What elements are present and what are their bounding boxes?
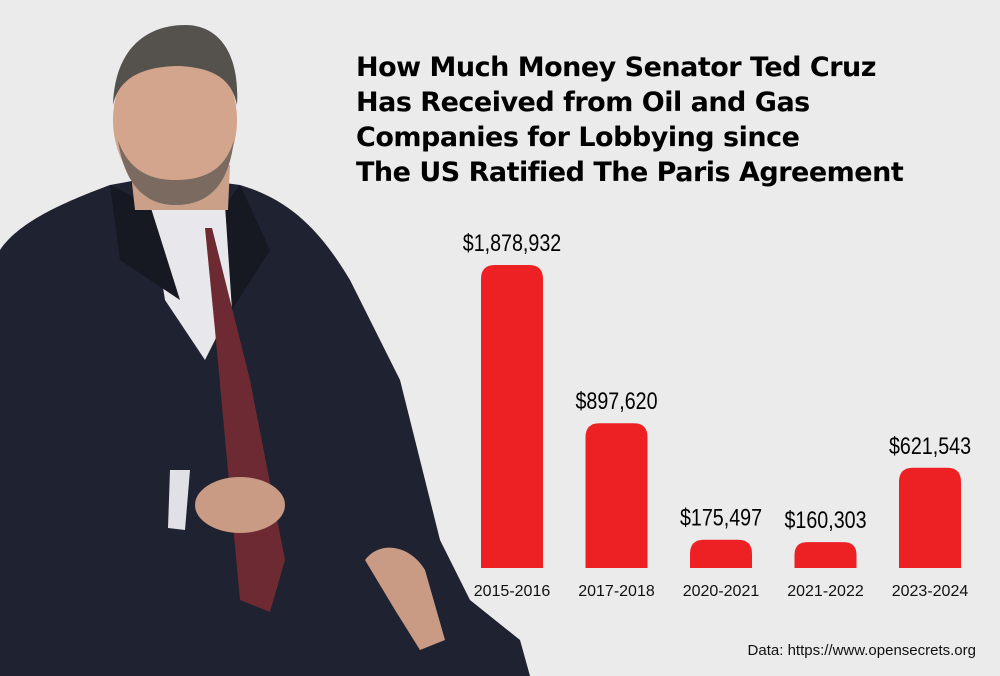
value-label-2015-2016: $1,878,932 (463, 229, 561, 256)
value-label-2020-2021: $175,497 (680, 504, 762, 531)
category-label-2017-2018: 2017-2018 (578, 583, 655, 600)
chart-title: How Much Money Senator Ted Cruz Has Rece… (356, 50, 956, 190)
title-line-2: Has Received from Oil and Gas (356, 87, 810, 118)
category-label-2021-2022: 2021-2022 (787, 583, 864, 600)
value-label-2017-2018: $897,620 (575, 387, 657, 414)
bar-2017-2018 (585, 423, 648, 568)
title-line-4: The US Ratified The Paris Agreement (356, 157, 904, 188)
bar-2021-2022 (794, 542, 857, 568)
title-line-1: How Much Money Senator Ted Cruz (356, 52, 876, 83)
value-label-2023-2024: $621,543 (889, 432, 971, 459)
category-label-2020-2021: 2020-2021 (683, 583, 760, 600)
title-line-3: Companies for Lobbying since (356, 122, 800, 153)
data-source: Data: https://www.opensecrets.org (747, 642, 976, 659)
category-label-2015-2016: 2015-2016 (474, 583, 551, 600)
bar-2023-2024 (899, 467, 961, 568)
bar-2020-2021 (690, 539, 752, 568)
bar-2015-2016 (481, 265, 543, 568)
value-label-2021-2022: $160,303 (784, 506, 866, 533)
category-label-2023-2024: 2023-2024 (892, 583, 969, 600)
